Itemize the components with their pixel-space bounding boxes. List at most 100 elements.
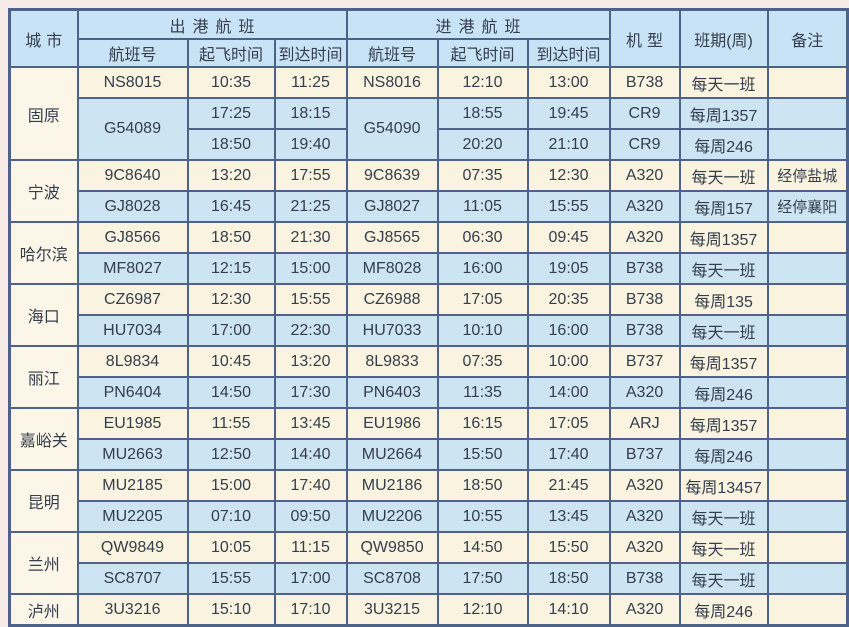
dep-flight-no-cell: SC8707 [76,562,189,595]
city-cell: 宁波 [8,159,79,223]
remark-cell [766,66,849,99]
dep-flight-no-cell: 3U3216 [76,593,189,627]
schedule-days-cell: 每天一班 [678,500,769,533]
dep-arrival-time-cell: 17:00 [273,562,348,595]
aircraft-type-cell: B738 [608,283,681,316]
arr-arrival-time-cell: 20:35 [526,283,611,316]
remark-cell [766,252,849,285]
dep-arrival-time-cell: 13:20 [273,345,348,378]
remark-cell [766,469,849,502]
dep-arrival-time-cell: 15:00 [273,252,348,285]
table-row: 嘉峪关 EU1985 11:55 13:45 EU1986 16:15 17:05 ARJ 每周… [8,407,849,471]
remark-cell [766,283,849,316]
header-aircraft: 机型 [608,8,681,68]
header-schedule: 班期(周) [678,8,769,68]
dep-flight-no-cell: CZ6987 [76,283,189,316]
schedule-days-cell: 每周246 [678,376,769,409]
arr-flight-no-cell: 9C8639 [345,159,439,192]
dep-takeoff-time-cell: 12:50 [186,438,276,471]
city-cell: 丽江 [8,345,79,409]
arr-takeoff-time-cell: 10:55 [436,500,529,533]
dep-arrival-time-cell: 21:30 [273,221,348,254]
aircraft-type-cell: A320 [608,159,681,192]
aircraft-type-cell: A320 [608,376,681,409]
aircraft-type-cell: B737 [608,438,681,471]
remark-cell [766,128,849,161]
schedule-days-cell: 每周246 [678,128,769,161]
city-cell: 昆明 [8,469,79,533]
dep-flight-no-cell: MU2205 [76,500,189,533]
table-row: 宁波 9C8640 13:20 17:55 9C8639 07:35 12:30 A320 每天… [8,159,849,223]
table-row: 哈尔滨 GJ8566 18:50 21:30 GJ8565 06:30 09:45 A320 每… [8,221,849,285]
arr-arrival-time-cell: 19:05 [526,252,611,285]
dep-flight-no-cell: HU7034 [76,314,189,347]
dep-flight-no-cell: GJ8566 [76,221,189,254]
table-row: SC8707 15:55 17:00 SC8708 17:50 18:50 B738 每天一班 [10,562,849,595]
dep-flight-no-cell: MU2663 [76,438,189,471]
dep-takeoff-time-cell: 11:55 [186,407,276,440]
arr-takeoff-time-cell: 17:50 [436,562,529,595]
dep-arrival-time-cell: 17:30 [273,376,348,409]
remark-cell [766,314,849,347]
arr-takeoff-time-cell: 07:35 [436,345,529,378]
arr-arrival-time-cell: 17:05 [526,407,611,440]
dep-arrival-time-cell: 11:15 [273,531,348,564]
schedule-days-cell: 每天一班 [678,562,769,595]
dep-arrival-time-cell: 17:55 [273,159,348,192]
dep-flight-no-cell: MU2185 [76,469,189,502]
remark-cell [766,221,849,254]
aircraft-type-cell: CR9 [608,128,681,161]
schedule-days-cell: 每周1357 [678,97,769,130]
dep-takeoff-time-cell: 17:00 [186,314,276,347]
dep-flight-no-cell: 8L9834 [76,345,189,378]
dep-arrival-time-cell: 11:25 [273,66,348,99]
dep-flight-no-cell: MF8027 [76,252,189,285]
arr-arrival-time-cell: 10:00 [526,345,611,378]
arr-takeoff-time-cell: 20:20 [436,128,529,161]
remark-cell [766,562,849,595]
remark-cell [766,438,849,471]
dep-flight-no-cell: PN6404 [76,376,189,409]
dep-takeoff-time-cell: 12:15 [186,252,276,285]
arr-flight-no-cell: PN6403 [345,376,439,409]
arr-takeoff-time-cell: 06:30 [436,221,529,254]
arr-arrival-time-cell: 09:45 [526,221,611,254]
city-cell: 哈尔滨 [8,221,79,285]
dep-takeoff-time-cell: 16:45 [186,190,276,223]
dep-arrival-time-cell: 17:40 [273,469,348,502]
table-row: MF8027 12:15 15:00 MF8028 16:00 19:05 B738 每天一班 [10,252,849,285]
dep-takeoff-time-cell: 10:35 [186,66,276,99]
aircraft-type-cell: B738 [608,562,681,595]
arr-flight-no-cell: NS8016 [345,66,439,99]
dep-takeoff-time-cell: 15:10 [186,593,276,627]
arr-arrival-time-cell: 16:00 [526,314,611,347]
dep-flight-no-cell: NS8015 [76,66,189,99]
dep-flight-no-cell: QW9849 [76,531,189,564]
dep-takeoff-time-cell: 14:50 [186,376,276,409]
schedule-days-cell: 每周1357 [678,345,769,378]
arr-arrival-time-cell: 13:00 [526,66,611,99]
arr-flight-no-cell: GJ8565 [345,221,439,254]
dep-flight-no-cell: 9C8640 [76,159,189,192]
arr-flight-no-cell: G54090 [345,97,439,161]
header-sub-row: 航班号 起飞时间 到达时间 航班号 起飞时间 到达时间 [10,38,848,68]
remark-cell [766,345,849,378]
table-row: 兰州 QW9849 10:05 11:15 QW9850 14:50 15:50 A320 每天… [8,531,849,595]
city-cell: 海口 [8,283,79,347]
dep-arrival-time-cell: 21:25 [273,190,348,223]
arr-flight-no-cell: CZ6988 [345,283,439,316]
arr-arrival-time-cell: 15:50 [526,531,611,564]
aircraft-type-cell: B737 [608,345,681,378]
dep-takeoff-time-cell: 15:55 [186,562,276,595]
remark-cell [766,376,849,409]
arr-flight-no-cell: MU2186 [345,469,439,502]
arr-flight-no-cell: 8L9833 [345,345,439,378]
arr-takeoff-time-cell: 15:50 [436,438,529,471]
arr-takeoff-time-cell: 12:10 [436,66,529,99]
dep-arrival-time-cell: 13:45 [273,407,348,440]
dep-takeoff-time-cell: 07:10 [186,500,276,533]
city-cell: 固原 [8,66,79,161]
schedule-days-cell: 每周157 [678,190,769,223]
arr-takeoff-time-cell: 10:10 [436,314,529,347]
dep-takeoff-time-cell: 17:25 [186,97,276,130]
